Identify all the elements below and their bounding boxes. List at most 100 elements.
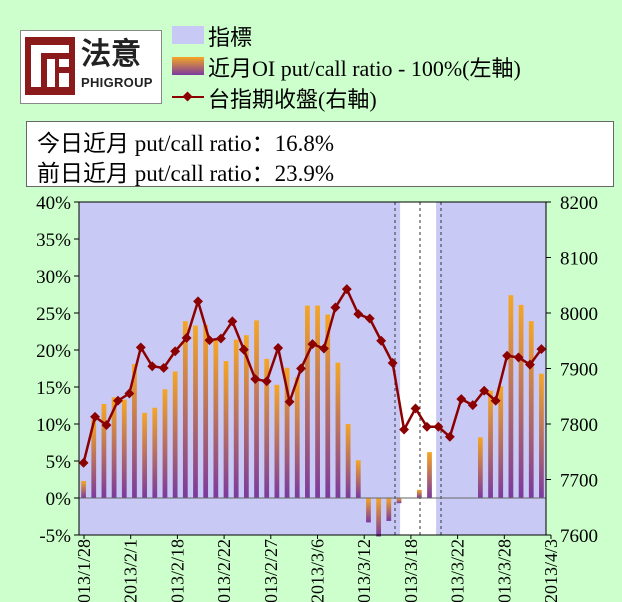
- left-tick-label: 0%: [46, 489, 72, 510]
- ratio-bar: [132, 364, 137, 498]
- indicator-area-col: [445, 202, 456, 535]
- legend-swatch-marker: [182, 91, 193, 102]
- ratio-bar: [91, 419, 97, 498]
- legend-label-futures: 台指期收盤(右軸): [208, 87, 377, 112]
- plot-border: [78, 201, 547, 536]
- x-tick-label: 2013/2/18: [167, 539, 187, 602]
- x-tick-label: 2013/2/1: [121, 539, 141, 602]
- legend-swatch-bar: [172, 57, 204, 75]
- futures-point: [444, 431, 455, 442]
- ratio-bar: [416, 489, 422, 498]
- futures-point: [147, 361, 158, 372]
- legend-item-futures: 台指期收盤(右軸): [168, 82, 616, 113]
- left-tick-label: 40%: [36, 193, 71, 214]
- indicator-area-col: [491, 202, 501, 535]
- indicator-area-col: [436, 202, 446, 535]
- ratio-bar: [182, 321, 188, 498]
- indicator-area-col: [198, 202, 208, 535]
- indicator-area-col: [307, 202, 318, 535]
- futures-point: [204, 335, 215, 346]
- ratio-bar: [254, 320, 259, 498]
- ratio-bar: [325, 314, 331, 498]
- futures-point: [536, 344, 547, 355]
- indicator-area-col: [481, 202, 492, 535]
- indicator-area-col: [472, 202, 483, 535]
- futures-point: [238, 344, 249, 355]
- futures-point: [318, 343, 329, 354]
- left-tick-label: -5%: [39, 526, 71, 547]
- indicator-area-col: [372, 202, 382, 535]
- right-tick-label: 8000: [560, 304, 598, 325]
- indicator-area-col: [216, 202, 227, 535]
- indicator-area-col: [381, 202, 391, 535]
- left-tick-label: 35%: [36, 230, 71, 251]
- ratio-bar: [213, 340, 219, 498]
- ratio-bar: [223, 361, 229, 498]
- logo-mark: [25, 37, 75, 95]
- ratio-bar: [243, 335, 249, 498]
- ratio-bar: [376, 498, 382, 537]
- ratio-bar: [508, 295, 514, 498]
- indicator-area-col: [152, 202, 163, 535]
- futures-point: [387, 358, 398, 368]
- x-tick-label: 2013/2/22: [214, 539, 234, 602]
- x-tick-label: 2013/3/12: [354, 539, 374, 602]
- futures-point: [399, 424, 410, 435]
- legend-label-ratio: 近月OI put/call ratio - 100%(左軸): [208, 56, 521, 81]
- ratio-bar: [101, 404, 107, 498]
- futures-point: [227, 316, 238, 327]
- ratio-bar: [305, 305, 310, 498]
- futures-point: [513, 352, 524, 363]
- futures-point: [490, 395, 501, 406]
- ratio-bar: [203, 324, 209, 498]
- indicator-area-col: [207, 202, 217, 535]
- indicator-area-col: [88, 202, 98, 535]
- ratio-bar: [162, 389, 168, 498]
- info-box: 今日近月 put/call ratio：16.8% 前日近月 put/call …: [26, 121, 614, 187]
- ratio-bar: [274, 384, 280, 498]
- futures-point: [456, 394, 467, 404]
- ratio-bar: [528, 321, 534, 498]
- indicator-area-col: [106, 202, 117, 535]
- legend-item-ratio: 近月OI put/call ratio - 100%(左軸): [168, 51, 616, 82]
- futures-point: [341, 284, 352, 295]
- ratio-bar: [345, 424, 351, 498]
- left-tick-label: 15%: [36, 378, 71, 399]
- indicator-area-col: [234, 202, 245, 535]
- indicator-area-col: [225, 202, 236, 535]
- indicator-area-col: [344, 202, 355, 535]
- left-tick-label: 20%: [36, 341, 71, 362]
- left-tick-label: 10%: [36, 415, 71, 436]
- indicator-area-col: [124, 202, 135, 535]
- x-tick-label: 2013/3/6: [308, 539, 328, 602]
- futures-point: [307, 339, 318, 350]
- futures-point: [193, 296, 203, 307]
- futures-point: [215, 333, 226, 344]
- logo-sub: PHIGROUP: [81, 75, 153, 90]
- x-tick-label: 2013/4/3: [541, 539, 561, 602]
- x-tick-label: 2013/3/18: [401, 539, 421, 602]
- futures-point: [433, 421, 444, 432]
- indicator-area-col: [133, 202, 144, 535]
- indicator-area-col: [115, 202, 126, 535]
- legend-swatch-area: [172, 26, 204, 44]
- info-prev: 前日近月 put/call ratio：23.9%: [37, 161, 335, 186]
- ratio-bar: [315, 305, 320, 498]
- indicator-area-col: [317, 202, 327, 535]
- x-tick-label: 2013/3/28: [494, 539, 514, 602]
- futures-point: [261, 376, 272, 387]
- ratio-bar: [294, 377, 300, 498]
- indicator-area-col: [463, 202, 474, 535]
- ratio-bar: [477, 437, 483, 498]
- right-tick-label: 8100: [560, 249, 598, 270]
- futures-point: [135, 342, 146, 353]
- indicator-area-col: [170, 202, 181, 535]
- indicator-area-col: [271, 202, 282, 535]
- left-tick-label: 5%: [46, 452, 72, 473]
- futures-point: [525, 359, 535, 370]
- right-tick-label: 7700: [560, 471, 598, 492]
- ratio-bar: [335, 362, 341, 498]
- ratio-bar: [111, 397, 117, 498]
- legend-item-indicator: 指標: [168, 20, 616, 51]
- futures-point: [376, 335, 387, 346]
